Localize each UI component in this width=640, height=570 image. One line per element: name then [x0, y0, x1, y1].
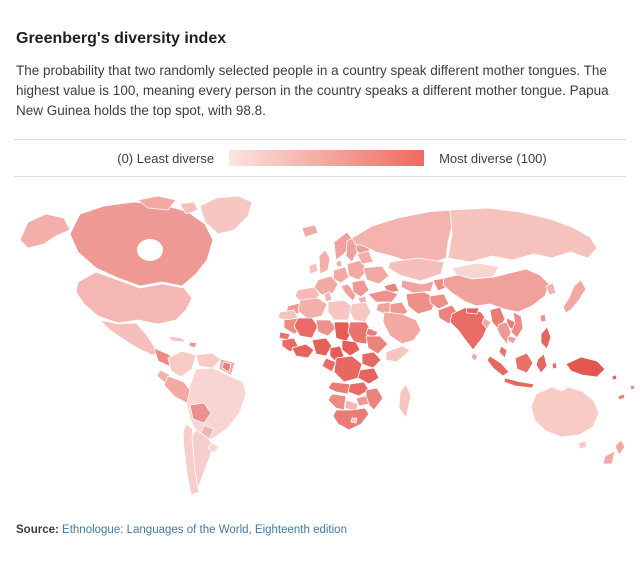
- region-hispaniola: [188, 341, 198, 349]
- region-tanzania: [357, 367, 380, 385]
- region-borneo: [514, 352, 534, 374]
- region-madagascar: [398, 383, 412, 419]
- region-moluccas: [551, 361, 558, 370]
- region-fiji: [629, 384, 636, 391]
- region-russia-west: [351, 209, 453, 265]
- region-algeria: [297, 297, 328, 320]
- region-belarus-baltic: [356, 250, 374, 265]
- source-line: Source: Ethnologue: Languages of the Wor…: [16, 524, 347, 536]
- region-bolivia: [189, 402, 212, 424]
- region-uruguay: [207, 442, 220, 454]
- region-tasmania: [577, 440, 588, 450]
- world-choropleth-map: [0, 195, 640, 508]
- region-uganda-kenya: [361, 351, 382, 369]
- region-nz-south: [602, 450, 616, 465]
- region-somalia: [385, 345, 411, 363]
- region-colombia: [167, 350, 197, 378]
- region-libya: [327, 299, 353, 321]
- region-malawi-mozambique: [365, 387, 384, 411]
- region-egypt: [349, 301, 372, 323]
- divider-top: [14, 139, 626, 140]
- region-russia-east: [447, 207, 598, 263]
- region-denmark: [335, 259, 343, 268]
- region-mexico: [99, 319, 164, 356]
- legend-gradient-bar: [229, 150, 425, 166]
- region-italy: [340, 283, 357, 302]
- region-usa: [75, 271, 193, 325]
- region-chad: [333, 321, 353, 343]
- region-arctic-islands-a: [137, 195, 177, 211]
- region-nz-north: [614, 439, 626, 456]
- source-label: Source:: [16, 524, 59, 536]
- region-sumatra: [486, 355, 510, 377]
- region-philippines: [540, 326, 552, 350]
- region-peru: [163, 375, 191, 404]
- region-levant: [375, 301, 395, 315]
- region-congo-gabon: [321, 357, 337, 373]
- region-solomons: [611, 374, 618, 381]
- region-arabia: [382, 311, 422, 345]
- region-java: [503, 377, 535, 389]
- region-sri-lanka: [470, 352, 479, 362]
- region-namibia: [327, 393, 347, 411]
- region-angola: [327, 381, 351, 395]
- region-south-africa: [332, 407, 370, 431]
- region-sudan: [347, 321, 373, 345]
- region-papua-new-guinea: [565, 356, 606, 378]
- world-map-svg: [19, 195, 636, 496]
- region-turkey: [367, 289, 399, 303]
- source-link[interactable]: Ethnologue: Languages of the World, Eigh…: [62, 524, 347, 536]
- region-zambia: [347, 381, 370, 397]
- region-ukraine: [362, 265, 390, 285]
- region-venezuela: [195, 352, 222, 369]
- region-uk: [318, 249, 331, 275]
- region-bangladesh: [481, 317, 492, 330]
- region-arctic-islands-b: [179, 201, 199, 215]
- region-tunisia: [323, 291, 333, 303]
- region-greece: [357, 295, 368, 304]
- region-balkans: [351, 279, 370, 298]
- legend-min-label: (0) Least diverse: [117, 150, 215, 166]
- region-cuba: [167, 335, 187, 343]
- region-new-caledonia: [617, 393, 626, 401]
- region-greenland: [199, 195, 253, 235]
- divider-bottom: [14, 176, 626, 177]
- region-taiwan: [539, 313, 547, 323]
- region-korea: [545, 282, 557, 296]
- region-ivory-ghana: [291, 343, 315, 359]
- region-uzbek-turkmen: [400, 279, 435, 294]
- region-mali: [293, 317, 319, 339]
- region-lesotho: [350, 417, 358, 424]
- region-nepal: [465, 307, 480, 315]
- region-ethiopia: [365, 335, 389, 355]
- region-niger: [315, 319, 337, 337]
- region-china: [442, 268, 550, 313]
- region-iran: [405, 291, 437, 315]
- region-japan: [562, 279, 587, 314]
- region-zimbabwe: [355, 395, 370, 407]
- region-iceland: [301, 224, 319, 238]
- hudson-bay-water: [137, 239, 163, 261]
- region-central-african-republic: [341, 339, 361, 357]
- region-east-europe: [346, 259, 368, 281]
- region-brazil: [185, 367, 247, 444]
- region-suriname: [221, 361, 232, 373]
- legend-max-label: Most diverse (100): [439, 150, 547, 166]
- region-afghanistan: [429, 293, 450, 310]
- region-nigeria: [311, 337, 333, 357]
- region-ireland: [308, 262, 319, 275]
- region-cambodia: [506, 335, 518, 345]
- region-sulawesi: [535, 353, 548, 374]
- page-title: Greenberg's diversity index: [16, 30, 227, 47]
- region-malay-peninsula: [498, 345, 508, 359]
- region-germany: [332, 266, 350, 284]
- region-alaska: [19, 213, 71, 249]
- region-australia: [530, 386, 600, 438]
- region-kazakhstan: [387, 257, 445, 282]
- region-argentina: [191, 429, 214, 490]
- chart-description: The probability that two randomly select…: [16, 63, 609, 118]
- color-legend: (0) Least diverse Most diverse (100): [12, 145, 640, 171]
